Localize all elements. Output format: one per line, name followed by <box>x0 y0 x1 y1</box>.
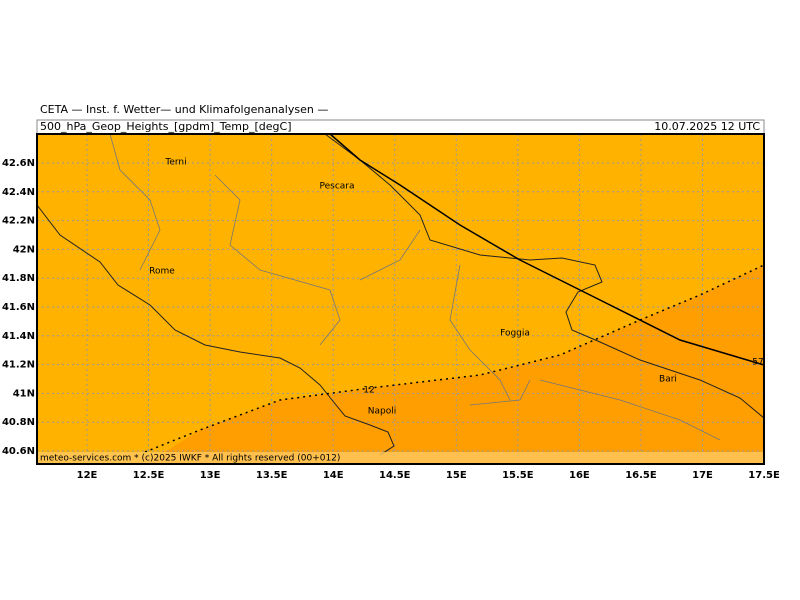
lat-tick-label: 40.8N <box>2 417 35 428</box>
city-label: Terni <box>164 158 186 168</box>
footer-band <box>37 452 764 464</box>
lat-tick-label: 42.4N <box>2 187 35 198</box>
field-label: 500_hPa_Geop_Heights_[gpdm]_Temp_[degC] <box>40 120 292 133</box>
map: 12 57 Terni Pescara Rome Foggia Bari Nap… <box>36 133 765 465</box>
valid-time: 10.07.2025 12 UTC <box>654 120 760 133</box>
warmer-area <box>145 265 764 464</box>
lat-tick-label: 41.2N <box>2 360 35 371</box>
lon-tick-label: 13E <box>200 470 221 481</box>
city-label: Bari <box>659 375 677 385</box>
lat-tick-label: 42N <box>13 244 35 255</box>
lat-tick-label: 41.4N <box>2 331 35 342</box>
lon-tick-label: 12E <box>77 470 98 481</box>
lat-tick-label: 42.2N <box>2 216 35 227</box>
city-label: Foggia <box>500 329 530 339</box>
contour-label: 12 <box>363 386 374 396</box>
lat-tick-label: 41N <box>13 388 35 399</box>
borders <box>109 133 721 441</box>
lon-tick-label: 14E <box>323 470 344 481</box>
lat-tick-label: 42.6N <box>2 158 35 169</box>
contour-57 <box>329 133 765 366</box>
lon-tick-label: 12.5E <box>133 470 165 481</box>
east-coast <box>324 133 765 419</box>
lon-tick-label: 16.5E <box>625 470 657 481</box>
lon-tick-label: 13.5E <box>256 470 288 481</box>
city-label: Rome <box>149 267 175 277</box>
lon-tick-label: 17E <box>692 470 713 481</box>
city-label: Napoli <box>368 407 396 417</box>
lat-tick-label: 41.6N <box>2 302 35 313</box>
lon-tick-label: 15.5E <box>502 470 534 481</box>
lon-tick-label: 14.5E <box>379 470 411 481</box>
lat-tick-label: 41.8N <box>2 273 35 284</box>
contour-12 <box>144 264 765 453</box>
map-frame <box>36 133 765 465</box>
header-title: CETA — Inst. f. Wetter— und Klimafolgena… <box>40 103 328 116</box>
lon-tick-label: 16E <box>569 470 590 481</box>
city-label: Pescara <box>319 182 354 192</box>
lon-tick-label: 15E <box>446 470 467 481</box>
contour-label: 57 <box>752 358 763 368</box>
west-coast <box>36 204 395 456</box>
lat-tick-label: 40.6N <box>2 446 35 457</box>
lon-tick-label: 17.5E <box>748 470 780 481</box>
footer: meteo-services.com * (c)2025 IWKF * All … <box>40 454 340 464</box>
